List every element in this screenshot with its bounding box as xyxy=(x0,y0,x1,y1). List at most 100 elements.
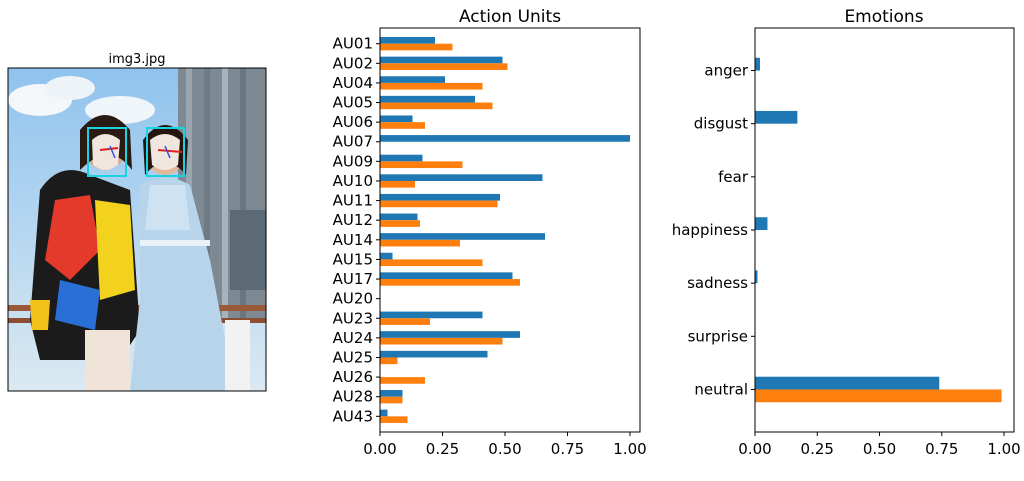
au-bar-s0-au24 xyxy=(380,331,520,338)
photo-image xyxy=(8,68,266,391)
au-bar-s1-au06 xyxy=(380,122,425,129)
au-x-tick-label: 0.25 xyxy=(426,440,459,458)
emotions-bars xyxy=(755,57,1002,403)
au-y-tick-label: AU24 xyxy=(333,329,373,347)
action-units-x-axis: 0.00 0.25 0.50 0.75 1.00 xyxy=(363,432,647,458)
au-bar-s0-au23 xyxy=(380,311,483,319)
emo-y-tick-label: disgust xyxy=(694,115,748,133)
au-y-tick-label: AU09 xyxy=(333,152,373,170)
au-y-tick-label: AU11 xyxy=(333,192,373,210)
au-y-tick-label: AU20 xyxy=(333,290,373,308)
au-bar-s0-au11 xyxy=(380,193,500,201)
au-y-tick-label: AU23 xyxy=(333,309,373,327)
emo-bar-s0-neutral xyxy=(755,376,940,390)
au-y-tick-label: AU14 xyxy=(333,231,373,249)
au-y-tick-label: AU02 xyxy=(333,54,373,72)
action-units-axes-frame xyxy=(379,27,641,433)
au-bar-s1-au23 xyxy=(380,318,430,325)
photo-frame xyxy=(7,67,267,392)
emotions-svg: Emotions anger disgust fear happiness sadnes… xyxy=(672,7,1021,458)
au-x-tick-label: 0.75 xyxy=(551,440,584,458)
photo-figure: img3.jpg xyxy=(7,52,267,392)
emotions-chart: Emotions anger disgust fear happiness sadnes… xyxy=(650,0,1024,477)
au-bar-s0-au25 xyxy=(380,350,488,358)
au-bar-s0-au06 xyxy=(380,115,413,123)
au-y-tick-label: AU10 xyxy=(333,172,373,190)
au-bar-s1-au17 xyxy=(380,279,520,286)
emotions-title: Emotions xyxy=(844,7,923,27)
emo-x-tick-label: 1.00 xyxy=(987,440,1020,458)
au-bar-s1-au26 xyxy=(380,377,425,384)
action-units-chart: Action Units AU01 AU02 AU04 AU05 AU06 AU07 AU0… xyxy=(310,0,650,477)
image-filename: img3.jpg xyxy=(108,52,165,67)
au-bar-s0-au17 xyxy=(380,272,513,280)
au-bar-s1-au04 xyxy=(380,82,483,90)
au-y-tick-label: AU26 xyxy=(333,368,373,386)
emo-y-tick-label: sadness xyxy=(687,274,748,292)
au-bar-s0-au15 xyxy=(380,252,393,260)
au-bar-s0-au12 xyxy=(380,213,418,221)
au-y-tick-label: AU06 xyxy=(333,113,373,131)
photo-panel: img3.jpg xyxy=(0,0,280,400)
face-box-left xyxy=(87,127,127,177)
emo-bar-s0-sadness xyxy=(755,270,758,284)
au-bar-s0-au14 xyxy=(380,233,545,240)
emo-y-tick-label: surprise xyxy=(688,327,748,345)
emo-x-tick-label: 0.50 xyxy=(863,440,896,458)
au-bar-s0-au10 xyxy=(380,174,543,181)
au-y-tick-label: AU43 xyxy=(333,407,373,425)
au-bar-s1-au09 xyxy=(380,161,463,169)
au-bar-s1-au11 xyxy=(380,200,498,208)
emo-y-tick-label: anger xyxy=(704,62,748,80)
au-bar-s0-au02 xyxy=(380,56,503,64)
emo-x-tick-label: 0.00 xyxy=(738,440,771,458)
au-bar-s1-au10 xyxy=(380,180,415,188)
au-bar-s0-au01 xyxy=(380,37,435,44)
au-y-tick-label: AU04 xyxy=(333,74,373,92)
au-y-tick-label: AU07 xyxy=(333,133,373,151)
au-bar-s1-au15 xyxy=(380,259,483,267)
au-bar-s1-au24 xyxy=(380,337,503,345)
au-bar-s1-au14 xyxy=(380,239,460,247)
au-y-tick-label: AU01 xyxy=(333,35,373,53)
emo-x-tick-label: 0.75 xyxy=(925,440,958,458)
emo-bar-s0-disgust xyxy=(755,110,798,124)
action-units-bars xyxy=(380,37,630,423)
au-y-tick-label: AU25 xyxy=(333,348,373,366)
au-bar-s1-au12 xyxy=(380,220,420,227)
emo-bar-s0-happiness xyxy=(755,217,768,230)
au-bar-s0-au09 xyxy=(380,154,423,162)
au-bar-s0-au43 xyxy=(380,409,388,417)
au-bar-s1-au01 xyxy=(380,43,453,51)
emotions-axes-frame xyxy=(754,27,1015,433)
au-bar-s0-au05 xyxy=(380,95,475,103)
au-x-tick-label: 0.50 xyxy=(488,440,521,458)
au-x-tick-label: 1.00 xyxy=(613,440,646,458)
au-bar-s0-au07 xyxy=(380,135,630,142)
emo-bar-s1-neutral xyxy=(755,389,1002,403)
au-bar-s0-au04 xyxy=(380,76,445,83)
face-box-right xyxy=(146,127,185,177)
au-bar-s1-au43 xyxy=(380,416,408,423)
au-y-tick-label: AU12 xyxy=(333,211,373,229)
emo-y-tick-label: neutral xyxy=(694,380,748,398)
au-y-tick-label: AU15 xyxy=(333,250,373,268)
action-units-title: Action Units xyxy=(459,7,561,27)
au-bar-s1-au25 xyxy=(380,357,398,365)
emo-y-tick-label: happiness xyxy=(672,221,748,239)
emotions-x-axis: 0.00 0.25 0.50 0.75 1.00 xyxy=(738,432,1021,458)
au-x-tick-label: 0.00 xyxy=(363,440,396,458)
emotions-y-axis: anger disgust fear happiness sadness surprise… xyxy=(672,62,755,398)
au-bar-s1-au28 xyxy=(380,396,403,404)
emo-y-tick-label: fear xyxy=(718,168,749,186)
au-y-tick-label: AU05 xyxy=(333,94,373,112)
emo-bar-s0-anger xyxy=(755,57,760,71)
au-bar-s1-au02 xyxy=(380,63,508,70)
emo-x-tick-label: 0.25 xyxy=(801,440,834,458)
au-y-tick-label: AU28 xyxy=(333,388,373,406)
au-bar-s1-au05 xyxy=(380,102,493,110)
au-bar-s0-au28 xyxy=(380,390,403,397)
au-y-tick-label: AU17 xyxy=(333,270,373,288)
